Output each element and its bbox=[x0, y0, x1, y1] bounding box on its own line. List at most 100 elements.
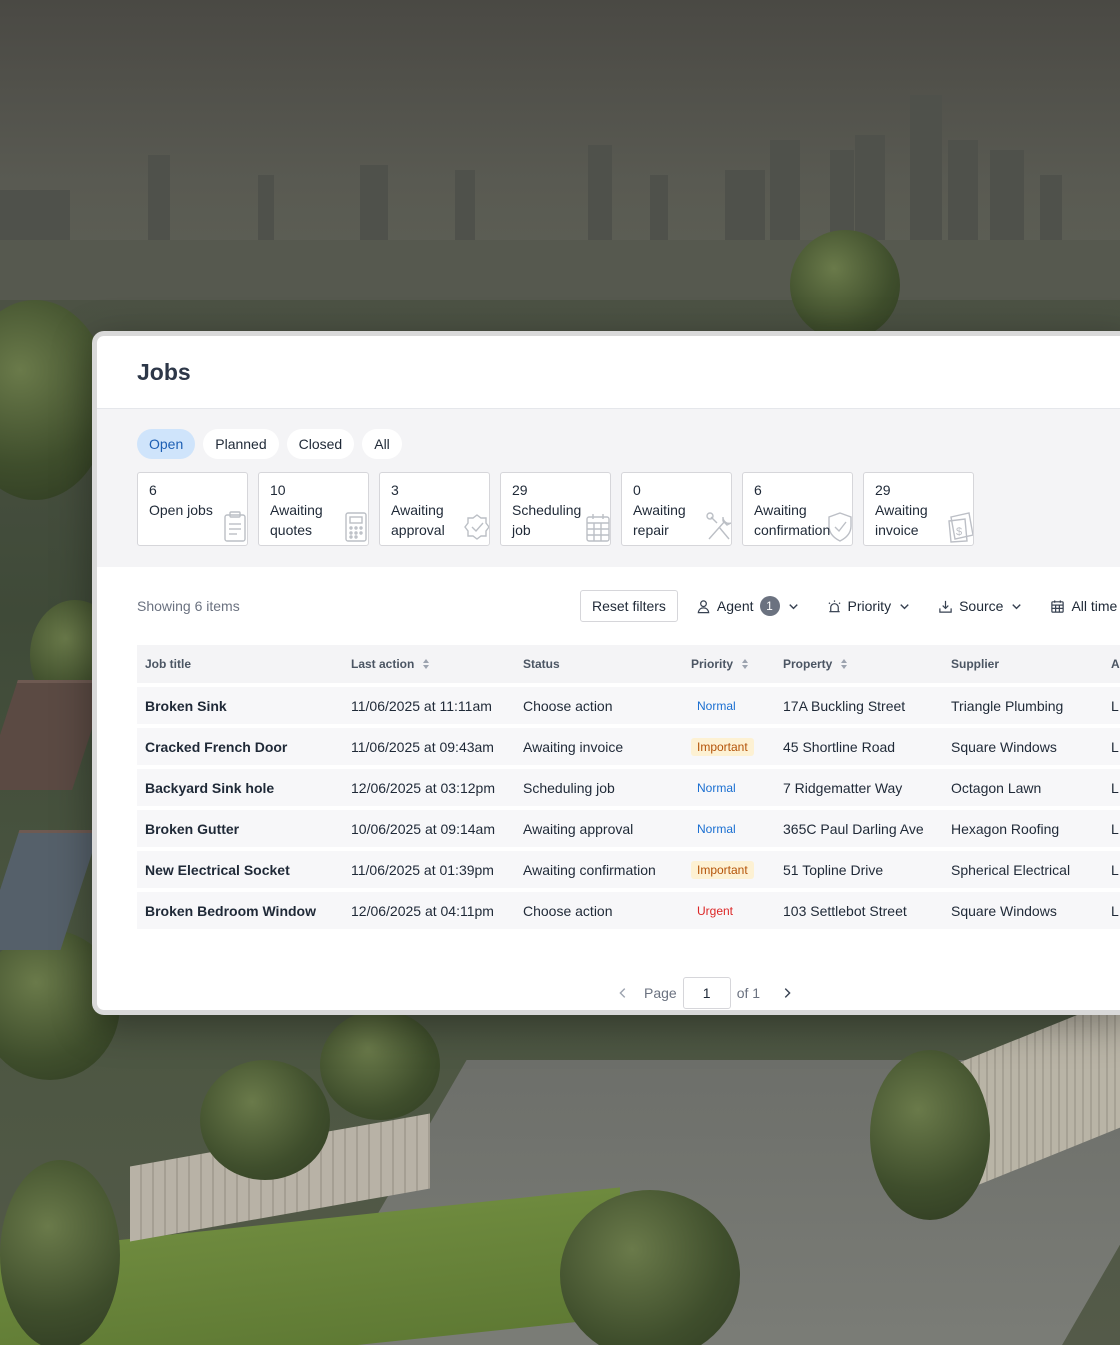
priority-badge: Urgent bbox=[697, 903, 734, 918]
truncated-cell: L bbox=[1103, 769, 1120, 806]
supplier-cell: Octagon Lawn bbox=[943, 769, 1103, 806]
reset-filters-button[interactable]: Reset filters bbox=[580, 590, 678, 622]
source-filter[interactable]: Source bbox=[938, 598, 1024, 614]
column-header-truncated[interactable]: A bbox=[1103, 645, 1120, 683]
stat-card-awaiting-invoice[interactable]: 29 Awaiting invoice $ bbox=[863, 472, 974, 546]
job-title-cell: New Electrical Socket bbox=[137, 851, 343, 888]
priority-badge: Important bbox=[691, 737, 754, 756]
calculator-icon bbox=[345, 512, 367, 542]
tab-open[interactable]: Open bbox=[137, 429, 196, 459]
stat-card-awaiting-confirmation[interactable]: 6 Awaiting confirmation bbox=[742, 472, 853, 546]
stat-count: 29 bbox=[875, 482, 891, 498]
agent-filter-label: Agent bbox=[716, 598, 754, 614]
column-header-label: Supplier bbox=[951, 657, 1000, 671]
stat-card-scheduling-job[interactable]: 29 Scheduling job bbox=[500, 472, 611, 546]
stat-label: Awaiting invoice bbox=[875, 502, 928, 538]
priority-cell: Normal bbox=[683, 810, 775, 847]
column-header-job-title[interactable]: Job title bbox=[137, 645, 343, 683]
job-title-cell: Backyard Sink hole bbox=[137, 769, 343, 806]
column-header-label: Job title bbox=[145, 657, 192, 671]
shield-check-icon bbox=[828, 512, 852, 542]
table-row[interactable]: Broken Bedroom Window 12/06/2025 at 04:11… bbox=[137, 892, 1120, 929]
sort-icon bbox=[742, 659, 749, 669]
status-cell: Awaiting invoice bbox=[515, 728, 683, 765]
supplier-cell: Square Windows bbox=[943, 728, 1103, 765]
tab-all[interactable]: All bbox=[362, 429, 402, 459]
siren-icon bbox=[828, 599, 841, 612]
truncated-cell: L bbox=[1103, 892, 1120, 929]
priority-cell: Important bbox=[683, 851, 775, 888]
stat-count: 3 bbox=[391, 482, 399, 498]
next-page-button[interactable] bbox=[776, 982, 798, 1004]
calendar-icon bbox=[586, 514, 610, 542]
status-cell: Scheduling job bbox=[515, 769, 683, 806]
jobs-table-wrapper: Job title Last action Status Priority Pr… bbox=[97, 641, 1120, 933]
pagination: Page of 1 bbox=[97, 976, 1120, 1010]
column-header-status[interactable]: Status bbox=[515, 645, 683, 683]
table-row[interactable]: Backyard Sink hole 12/06/2025 at 03:12pm S… bbox=[137, 769, 1120, 806]
chevron-left-icon bbox=[619, 988, 626, 998]
tools-icon bbox=[706, 512, 731, 540]
tab-planned[interactable]: Planned bbox=[203, 429, 279, 459]
column-header-priority[interactable]: Priority bbox=[683, 645, 775, 683]
property-cell: 103 Settlebot Street bbox=[775, 892, 943, 929]
priority-cell: Urgent bbox=[683, 892, 775, 929]
priority-badge: Important bbox=[691, 860, 754, 879]
job-title-cell: Broken Gutter bbox=[137, 810, 343, 847]
truncated-cell: L bbox=[1103, 728, 1120, 765]
stat-card-open-jobs[interactable]: 6 Open jobs bbox=[137, 472, 248, 546]
stat-count: 29 bbox=[512, 482, 528, 498]
last-action-cell: 11/06/2025 at 01:39pm bbox=[343, 851, 515, 888]
column-header-property[interactable]: Property bbox=[775, 645, 943, 683]
page-label: Page bbox=[644, 985, 677, 1001]
table-row[interactable]: New Electrical Socket 11/06/2025 at 01:39… bbox=[137, 851, 1120, 888]
page-number-input[interactable] bbox=[682, 977, 731, 1009]
tree bbox=[320, 1010, 440, 1120]
status-cell: Choose action bbox=[515, 687, 683, 724]
dollar-document-icon: $ bbox=[948, 512, 973, 543]
column-header-last-action[interactable]: Last action bbox=[343, 645, 515, 683]
last-action-cell: 11/06/2025 at 09:43am bbox=[343, 728, 515, 765]
stat-count: 0 bbox=[633, 482, 641, 498]
tree bbox=[790, 230, 900, 340]
column-header-label: A bbox=[1111, 657, 1120, 671]
table-row[interactable]: Broken Gutter 10/06/2025 at 09:14am Awaiti… bbox=[137, 810, 1120, 847]
stat-card-awaiting-quotes[interactable]: 10 Awaiting quotes bbox=[258, 472, 369, 546]
supplier-cell: Hexagon Roofing bbox=[943, 810, 1103, 847]
time-filter[interactable]: All time bbox=[1050, 598, 1117, 614]
job-title-cell: Cracked French Door bbox=[137, 728, 343, 765]
stat-label: Awaiting repair bbox=[633, 502, 686, 538]
stat-label: Scheduling job bbox=[512, 502, 582, 538]
time-filter-label: All time bbox=[1071, 598, 1118, 614]
priority-filter-label: Priority bbox=[847, 598, 892, 614]
filters-area: Open Planned Closed All 6 Open jobs 10 A… bbox=[97, 409, 1120, 567]
priority-filter[interactable]: Priority bbox=[827, 598, 913, 614]
column-header-supplier[interactable]: Supplier bbox=[943, 645, 1103, 683]
stat-count: 6 bbox=[754, 482, 762, 498]
stat-card-awaiting-approval[interactable]: 3 Awaiting approval bbox=[379, 472, 490, 546]
status-tabs: Open Planned Closed All bbox=[137, 429, 1092, 459]
table-row[interactable]: Cracked French Door 11/06/2025 at 09:43am… bbox=[137, 728, 1120, 765]
last-action-cell: 11/06/2025 at 11:11am bbox=[343, 687, 515, 724]
tab-closed[interactable]: Closed bbox=[286, 429, 355, 459]
sort-icon bbox=[841, 659, 848, 669]
badge-check-icon bbox=[464, 514, 489, 540]
priority-cell: Important bbox=[683, 728, 775, 765]
status-cell: Choose action bbox=[515, 892, 683, 929]
last-action-cell: 12/06/2025 at 04:11pm bbox=[343, 892, 515, 929]
property-cell: 7 Ridgematter Way bbox=[775, 769, 943, 806]
chevron-down-icon bbox=[788, 603, 798, 609]
priority-badge: Normal bbox=[697, 698, 736, 713]
truncated-cell: L bbox=[1103, 851, 1120, 888]
last-action-cell: 10/06/2025 at 09:14am bbox=[343, 810, 515, 847]
agent-filter[interactable]: Agent 1 bbox=[696, 596, 801, 616]
city-skyline bbox=[0, 95, 1120, 330]
supplier-cell: Triangle Plumbing bbox=[943, 687, 1103, 724]
previous-page-button[interactable] bbox=[612, 982, 634, 1004]
job-title-cell: Broken Bedroom Window bbox=[137, 892, 343, 929]
stat-card-awaiting-repair[interactable]: 0 Awaiting repair bbox=[621, 472, 732, 546]
table-row[interactable]: Broken Sink 11/06/2025 at 11:11am Choose a… bbox=[137, 687, 1120, 724]
source-filter-label: Source bbox=[959, 598, 1004, 614]
priority-cell: Normal bbox=[683, 769, 775, 806]
clipboard-icon bbox=[224, 511, 246, 542]
